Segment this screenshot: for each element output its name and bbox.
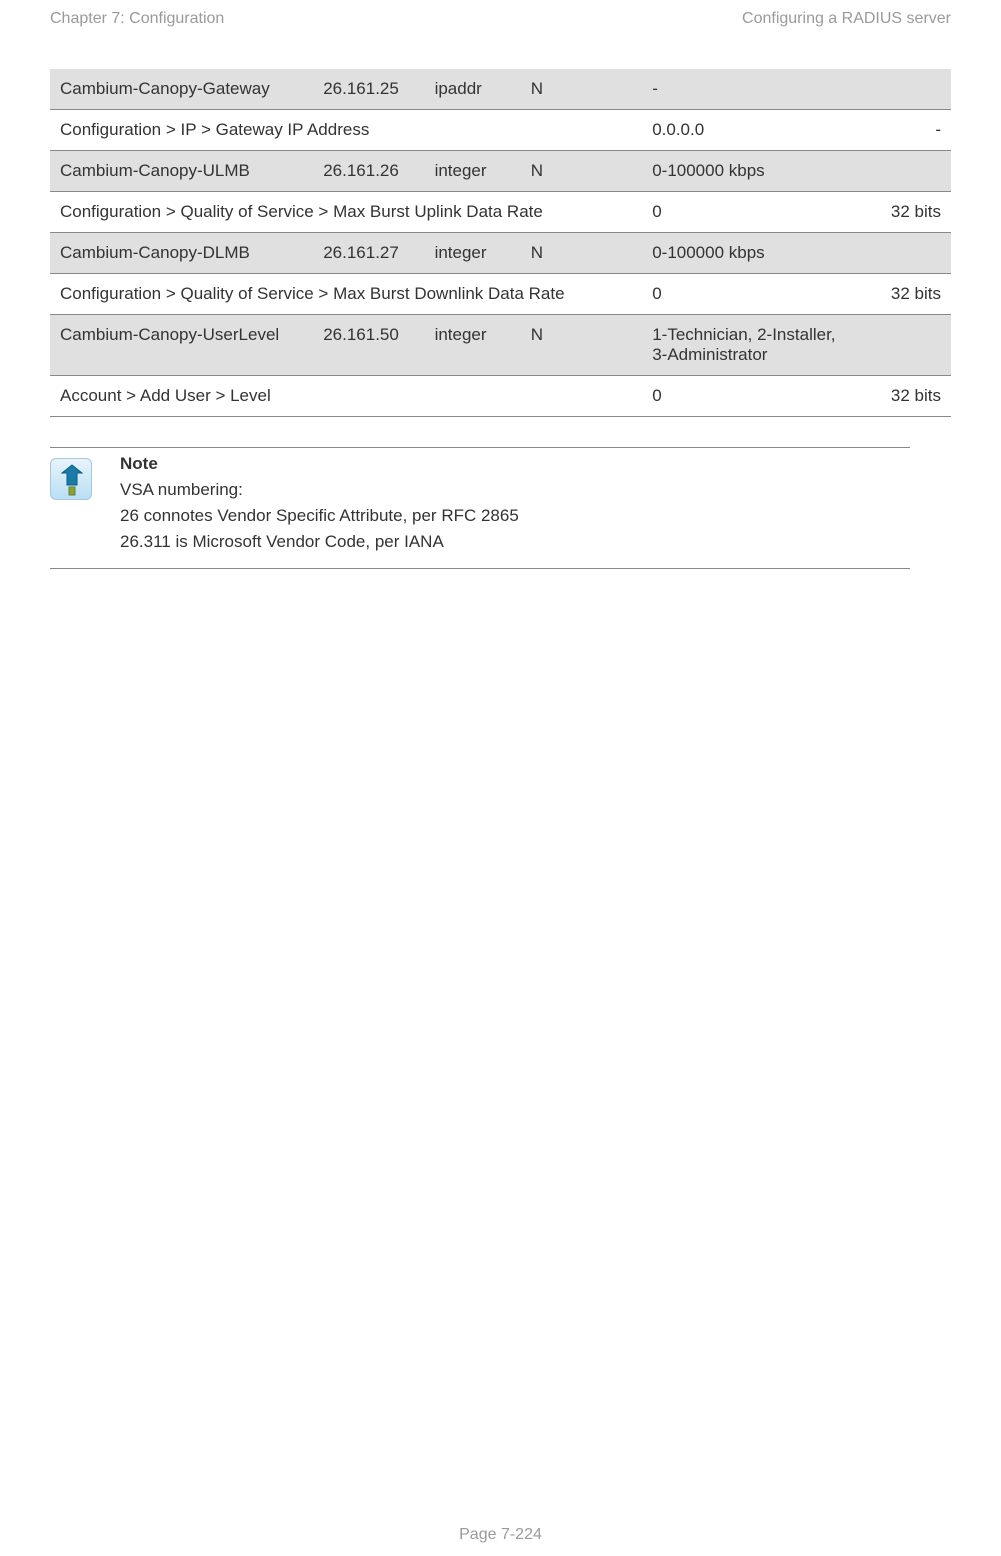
attr-range: 1-Technician, 2-Installer, 3-Administrat… [642, 315, 850, 376]
note-icon-cell [50, 454, 120, 558]
note-line: 26 connotes Vendor Specific Attribute, p… [120, 506, 910, 526]
size-value: 32 bits [850, 376, 951, 417]
attr-type: ipaddr [425, 69, 521, 110]
attr-name: Cambium-Canopy-Gateway [50, 69, 313, 110]
table-row: Configuration > Quality of Service > Max… [50, 192, 951, 233]
default-value: 0.0.0.0 [642, 110, 850, 151]
info-icon [50, 458, 92, 500]
page-header: Chapter 7: Configuration Configuring a R… [50, 10, 951, 68]
config-path: Configuration > Quality of Service > Max… [50, 274, 642, 315]
attr-type: integer [425, 233, 521, 274]
size-value: - [850, 110, 951, 151]
config-path: Configuration > IP > Gateway IP Address [50, 110, 642, 151]
attr-size [850, 69, 951, 110]
table-row: Cambium-Canopy-UserLevel 26.161.50 integ… [50, 315, 951, 376]
note-box: Note VSA numbering: 26 connotes Vendor S… [50, 447, 910, 569]
table-row: Configuration > IP > Gateway IP Address … [50, 110, 951, 151]
attr-range: 0-100000 kbps [642, 151, 850, 192]
note-body: Note VSA numbering: 26 connotes Vendor S… [120, 454, 910, 558]
attr-name: Cambium-Canopy-DLMB [50, 233, 313, 274]
config-path: Configuration > Quality of Service > Max… [50, 192, 642, 233]
attr-number: 26.161.25 [313, 69, 424, 110]
attr-range: 0-100000 kbps [642, 233, 850, 274]
table-row: Account > Add User > Level 0 32 bits [50, 376, 951, 417]
config-path: Account > Add User > Level [50, 376, 642, 417]
attr-number: 26.161.50 [313, 315, 424, 376]
attr-flag: N [521, 151, 642, 192]
default-value: 0 [642, 376, 850, 417]
attr-number: 26.161.26 [313, 151, 424, 192]
header-left: Chapter 7: Configuration [50, 10, 224, 28]
table-row: Cambium-Canopy-DLMB 26.161.27 integer N … [50, 233, 951, 274]
attr-size [850, 315, 951, 376]
attr-name: Cambium-Canopy-ULMB [50, 151, 313, 192]
attr-range: - [642, 69, 850, 110]
table-row: Cambium-Canopy-Gateway 26.161.25 ipaddr … [50, 69, 951, 110]
header-right: Configuring a RADIUS server [742, 10, 951, 28]
table-row: Configuration > Quality of Service > Max… [50, 274, 951, 315]
default-value: 0 [642, 274, 850, 315]
table-row: Cambium-Canopy-ULMB 26.161.26 integer N … [50, 151, 951, 192]
attr-number: 26.161.27 [313, 233, 424, 274]
default-value: 0 [642, 192, 850, 233]
attr-name: Cambium-Canopy-UserLevel [50, 315, 313, 376]
size-value: 32 bits [850, 274, 951, 315]
note-line: VSA numbering: [120, 480, 910, 500]
note-line: 26.311 is Microsoft Vendor Code, per IAN… [120, 532, 910, 552]
attr-size [850, 233, 951, 274]
size-value: 32 bits [850, 192, 951, 233]
attr-type: integer [425, 151, 521, 192]
attr-flag: N [521, 315, 642, 376]
page: Chapter 7: Configuration Configuring a R… [0, 0, 1001, 1556]
attr-flag: N [521, 69, 642, 110]
attr-flag: N [521, 233, 642, 274]
attr-size [850, 151, 951, 192]
attr-type: integer [425, 315, 521, 376]
attributes-table: Cambium-Canopy-Gateway 26.161.25 ipaddr … [50, 68, 951, 417]
page-footer: Page 7-224 [0, 1526, 1001, 1544]
note-title: Note [120, 454, 910, 474]
